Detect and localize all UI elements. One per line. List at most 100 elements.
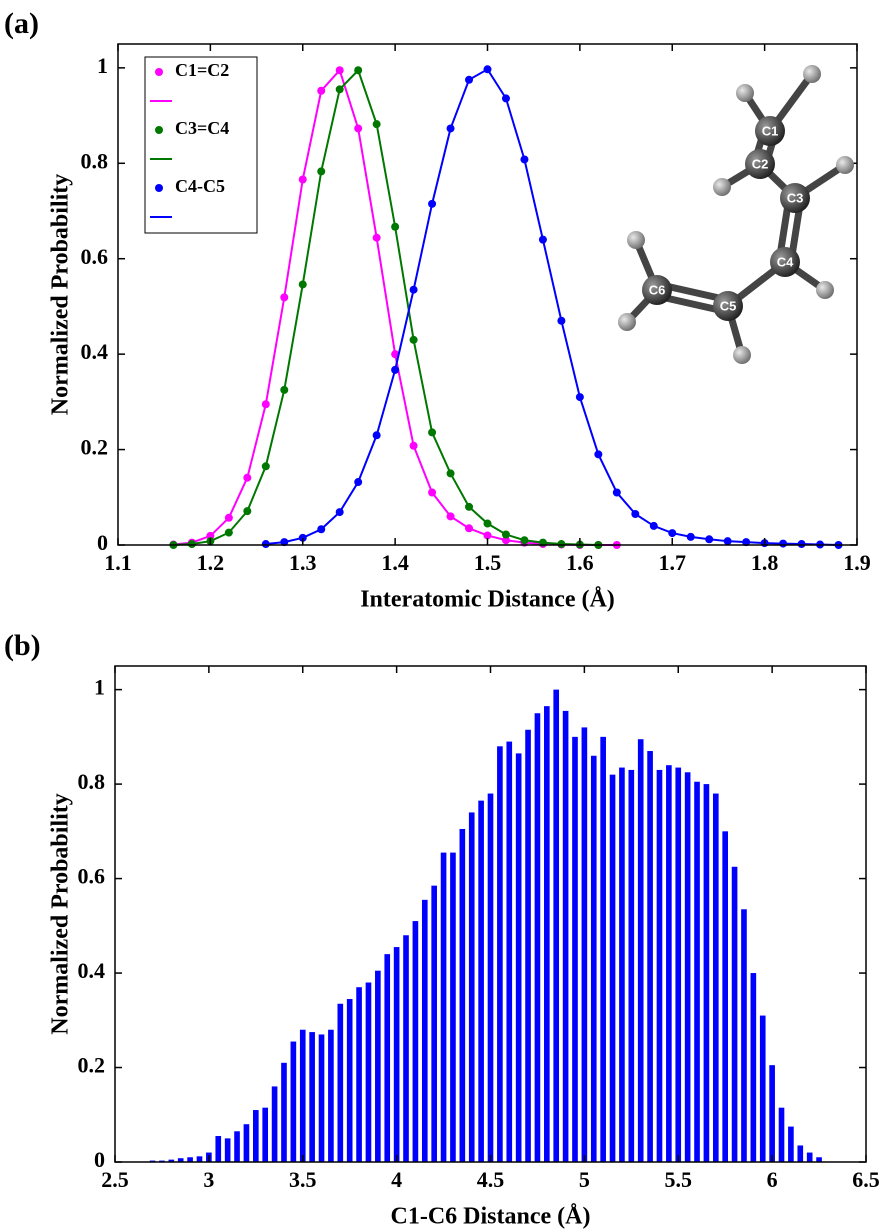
data-point <box>317 525 325 533</box>
bar <box>582 727 588 1162</box>
molecule: C1 C2 C3 C4 C5 C6 <box>618 65 854 364</box>
bar <box>234 1131 240 1162</box>
legend-marker <box>155 184 163 192</box>
bar <box>619 768 625 1162</box>
x-tick-label: 6 <box>767 1167 778 1192</box>
bar <box>460 829 466 1162</box>
data-point <box>188 540 196 548</box>
bar <box>666 765 672 1162</box>
bar <box>244 1124 250 1162</box>
bar <box>685 772 691 1162</box>
bar <box>638 739 644 1162</box>
data-point <box>594 450 602 458</box>
data-point <box>705 535 713 543</box>
bar <box>319 1034 325 1162</box>
bar <box>431 886 437 1162</box>
y-tick-label: 0.2 <box>78 1053 106 1078</box>
y-tick-label: 0.2 <box>81 435 109 460</box>
bar <box>422 900 428 1162</box>
bar <box>591 756 597 1162</box>
data-point <box>262 540 270 548</box>
y-tick-label: 0.8 <box>78 769 106 794</box>
bar <box>469 812 475 1162</box>
data-point <box>391 223 399 231</box>
x-tick-label: 1.8 <box>751 550 779 575</box>
bar <box>281 1063 287 1162</box>
data-point <box>779 540 787 548</box>
bar <box>272 1086 278 1162</box>
bar <box>553 690 559 1162</box>
bar <box>704 784 710 1162</box>
x-axis-label: Interatomic Distance (Å) <box>360 587 615 613</box>
data-point <box>428 489 436 497</box>
bar <box>713 794 719 1162</box>
data-point <box>373 120 381 128</box>
data-point <box>262 462 270 470</box>
data-point <box>262 400 270 408</box>
x-tick-label: 1.6 <box>566 550 594 575</box>
legend-marker <box>155 126 163 134</box>
bar <box>328 1030 334 1162</box>
bar <box>722 831 728 1162</box>
x-axis-label: C1-C6 Distance (Å) <box>391 1204 591 1230</box>
y-tick-label: 1 <box>94 675 105 700</box>
data-point <box>502 94 510 102</box>
x-tick-label: 6.5 <box>852 1167 880 1192</box>
plot-area <box>150 690 822 1162</box>
bar <box>384 954 390 1162</box>
data-point <box>613 489 621 497</box>
data-point <box>520 536 528 544</box>
x-tick-label: 1.1 <box>104 550 132 575</box>
data-point <box>428 428 436 436</box>
legend: C1=C2C3=C4C4-C5 <box>145 57 257 233</box>
x-tick-label: 4 <box>391 1167 402 1192</box>
bar <box>441 853 447 1162</box>
data-point <box>225 529 233 537</box>
bar <box>760 1016 766 1162</box>
bar <box>413 921 419 1162</box>
legend-marker <box>155 68 163 76</box>
data-point <box>576 393 584 401</box>
data-point <box>410 286 418 294</box>
panel-label: (b) <box>4 629 41 662</box>
x-tick-label: 1.3 <box>289 550 317 575</box>
data-point <box>391 366 399 374</box>
bar <box>751 973 757 1162</box>
data-point <box>465 524 473 532</box>
bar <box>337 1004 343 1162</box>
bar <box>478 801 484 1162</box>
y-tick-label: 0 <box>97 530 108 555</box>
data-point <box>502 531 510 539</box>
bar <box>516 753 522 1162</box>
data-point <box>354 124 362 132</box>
bar <box>628 770 634 1162</box>
bar <box>366 982 372 1162</box>
bar <box>356 987 362 1162</box>
panel-label: (a) <box>4 7 39 40</box>
y-tick-label: 0.6 <box>78 864 106 889</box>
data-point <box>373 234 381 242</box>
data-point <box>668 529 676 537</box>
bar <box>779 1108 785 1162</box>
bar <box>732 867 738 1162</box>
bar <box>225 1138 231 1162</box>
bar <box>544 706 550 1162</box>
bar <box>525 730 531 1162</box>
legend-label: C1=C2 <box>175 60 229 80</box>
y-axis-label: Normalized Probability <box>48 174 74 416</box>
y-tick-label: 0.4 <box>78 958 106 983</box>
bar <box>741 909 747 1162</box>
y-tick-label: 0 <box>94 1147 105 1172</box>
data-point <box>557 540 565 548</box>
data-point <box>447 124 455 132</box>
data-point <box>354 66 362 74</box>
x-tick-label: 5.5 <box>665 1167 693 1192</box>
bar <box>610 775 616 1162</box>
bar <box>488 794 494 1162</box>
x-tick-label: 1.5 <box>474 550 502 575</box>
x-tick-label: 1.7 <box>659 550 687 575</box>
bar <box>450 853 456 1162</box>
data-point <box>484 520 492 528</box>
bar <box>694 782 700 1162</box>
data-point <box>280 293 288 301</box>
